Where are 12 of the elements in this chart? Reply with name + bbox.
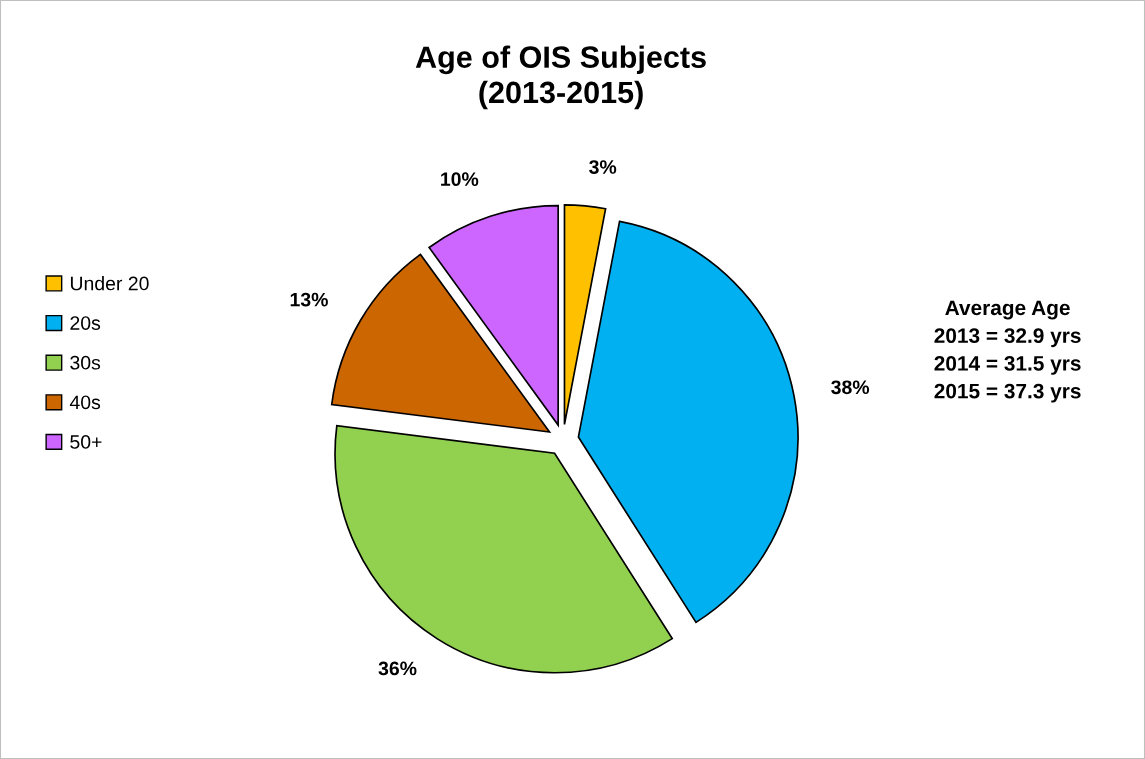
data-label: 36% [378,661,417,676]
text: Average Age 2013 = 32.9 yrs 2014 = 31.5 yrs 2015 = 37.3 yrs [934,300,1081,403]
data-label: 13% [290,292,328,307]
data-label: 10% [441,172,479,187]
legend-label: 30s [70,355,101,370]
data-label: 3% [589,160,617,174]
legend-label: 50+ [70,435,102,449]
legend-label: Under 20 [70,276,149,291]
legend-label: 20s [70,316,101,330]
data-label: 38% [831,380,870,395]
chart-title: Age of OIS Subjects (2013-2015) [415,45,706,110]
legend-label: 40s [69,395,101,410]
